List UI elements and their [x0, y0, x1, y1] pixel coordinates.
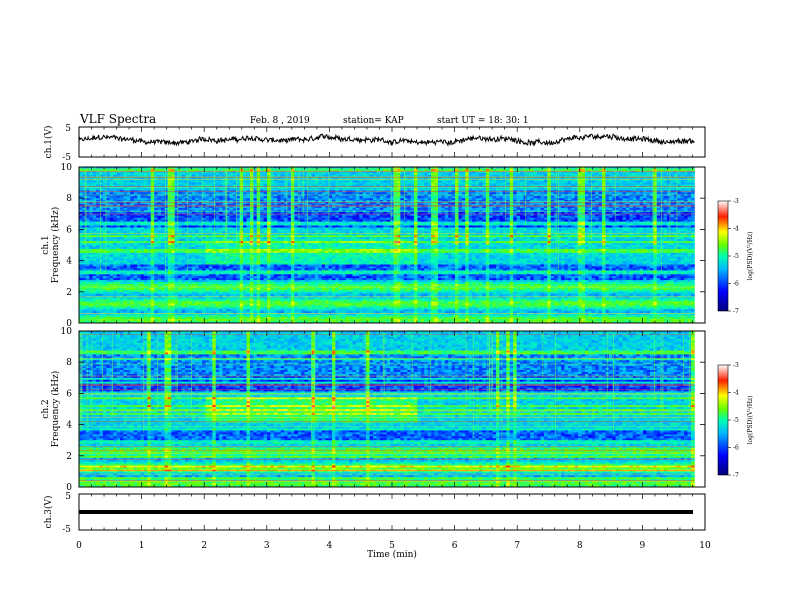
y-tick-label: 0: [66, 319, 72, 329]
x-tick-label: 2: [201, 541, 207, 551]
x-tick-label: 1: [139, 541, 145, 551]
y-tick-label: 0: [66, 483, 72, 493]
x-tick-label: 5: [389, 541, 395, 551]
y-tick-label: 8: [66, 194, 72, 204]
x-tick-label: 9: [640, 541, 646, 551]
y-tick-label: 8: [66, 358, 72, 368]
y-tick-label: 6: [66, 389, 72, 399]
ch1-colorbar: -3 -4 -5 -6 -7 log(PSD)(V²/Hz): [717, 198, 754, 315]
colorbar-tick-label: -4: [733, 226, 739, 233]
ch3-ytick-top: 5: [65, 492, 71, 502]
ch3-ytick-bottom: -5: [62, 525, 71, 535]
ch2-spectrogram-panel: 0 2 4 6 8 10 ch.2 Frequency (kHz): [41, 327, 706, 493]
colorbar-tick-label: -3: [733, 362, 739, 369]
ch1-colorbar-gradient: [717, 200, 729, 312]
ch2-colorbar-label: log(PSD)(V²/Hz): [747, 396, 754, 445]
ch3-xticks: [78, 494, 706, 530]
ch1-ytick-bottom: -5: [62, 153, 71, 163]
colorbar-tick-label: -7: [733, 472, 739, 479]
ch2-spec-xticks: [78, 331, 706, 487]
ch1-ylabel: ch.1(V): [43, 126, 54, 159]
colorbar-tick-label: -5: [733, 253, 739, 260]
ch2-yticks: 0 2 4 6 8 10: [61, 327, 705, 493]
colorbar-tick-label: -3: [733, 198, 739, 205]
ch2-spec-ylabel-top: ch.2: [41, 399, 51, 418]
x-tick-label: 0: [76, 541, 82, 551]
x-tick-label: 7: [514, 541, 520, 551]
ch1-xticks: [78, 127, 706, 157]
x-tick-label: 8: [577, 541, 583, 551]
ch1-colorbar-label: log(PSD)(V²/Hz): [747, 232, 754, 281]
figure-title: VLF Spectra: [79, 112, 156, 126]
ch2-spectrogram-heatmap: [79, 331, 695, 488]
x-tick-label: 3: [264, 541, 270, 551]
ch2-colorbar: -3 -4 -5 -6 -7 log(PSD)(V²/Hz): [717, 362, 754, 479]
x-tick-label: 6: [452, 541, 458, 551]
ch1-waveform-panel: 5 -5 ch.1(V): [43, 124, 706, 163]
x-tick-label: 10: [699, 541, 711, 551]
ch1-ytick-top: 5: [65, 124, 71, 134]
y-tick-label: 2: [66, 452, 72, 462]
colorbar-tick-label: -6: [733, 445, 739, 452]
date-label: Feb. 8 , 2019: [250, 116, 310, 126]
ch1-spec-ylabel: Frequency (kHz): [50, 207, 61, 284]
ch1-spectrogram-panel: 0 2 4 6 8 10 ch.1 Frequency (kHz): [41, 163, 706, 329]
ch1-spec-ylabel-top: ch.1: [41, 235, 51, 254]
y-tick-label: 10: [61, 163, 73, 173]
y-tick-label: 4: [66, 421, 72, 431]
y-tick-label: 6: [66, 225, 72, 235]
x-axis-tick-labels: 0 1 2 3 4 5 6 7 8 9 10: [76, 541, 711, 551]
start-time-label: start UT = 18: 30: 1: [437, 116, 529, 126]
colorbar-tick-label: -7: [733, 308, 739, 315]
x-axis-label: Time (min): [367, 549, 417, 560]
ch1-spec-xticks: [78, 167, 706, 323]
y-tick-label: 4: [66, 257, 72, 267]
ch1-yticks: 0 2 4 6 8 10: [61, 163, 705, 329]
station-label: station= KAP: [343, 116, 404, 126]
ch2-colorbar-gradient: [717, 364, 729, 476]
x-tick-label: 4: [327, 541, 333, 551]
ch1-waveform-line: [78, 133, 695, 147]
ch1-spectrogram-heatmap: [79, 167, 695, 324]
colorbar-tick-label: -5: [733, 417, 739, 424]
y-tick-label: 10: [61, 327, 73, 337]
colorbar-tick-label: -4: [733, 390, 739, 397]
y-tick-label: 2: [66, 288, 72, 298]
ch2-spec-ylabel: Frequency (kHz): [50, 371, 61, 448]
ch3-ylabel: ch.3(V): [43, 496, 54, 529]
ch3-waveform-panel: 5 -5 ch.3(V): [43, 492, 706, 535]
colorbar-tick-label: -6: [733, 281, 739, 288]
